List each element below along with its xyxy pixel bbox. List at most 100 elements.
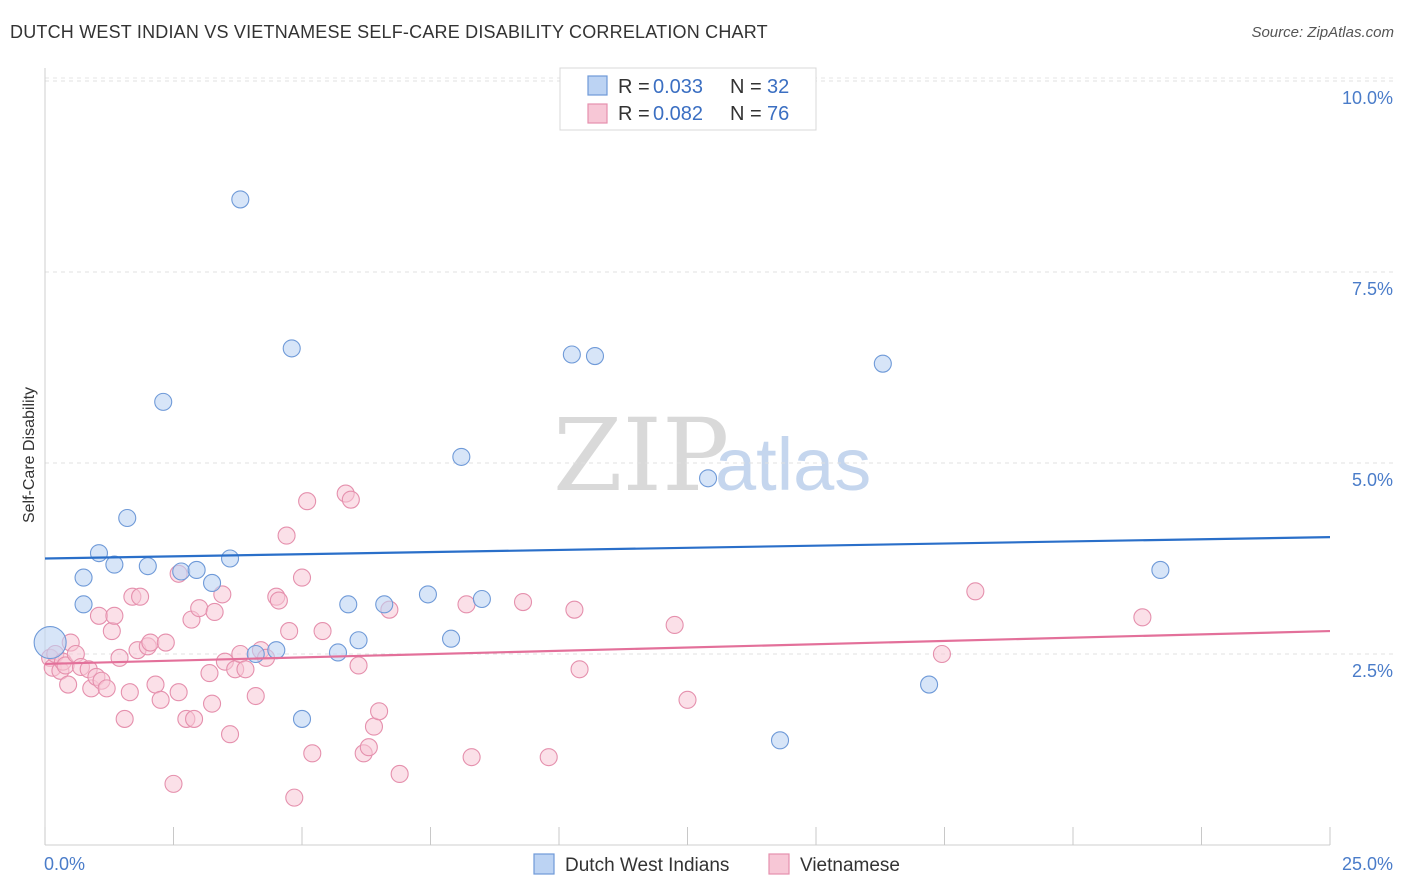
vietnamese-point-28	[156, 633, 175, 652]
dutch-west-indian-point-8	[172, 562, 191, 581]
vietnamese-point-69	[539, 748, 558, 767]
y-tick-label-2-5: 2.5%	[1352, 661, 1393, 681]
dutch-west-indian-point-6	[138, 557, 157, 576]
dutch-west-indian-point-23	[452, 447, 471, 466]
vietnamese-point-73	[678, 690, 697, 709]
vietnamese-point-56	[313, 622, 332, 641]
vietnamese-point-31	[169, 683, 188, 702]
dutch-west-indian-point-26	[585, 346, 605, 366]
vietnamese-point-67	[462, 748, 481, 767]
vietnamese-point-13	[89, 606, 109, 625]
vietnamese-point-63	[370, 702, 389, 721]
y-axis-label: Self-Care Disability	[21, 387, 38, 523]
vietnamese-point-66	[457, 595, 476, 614]
dutch-west-indian-point-18	[339, 595, 358, 614]
vietnamese-point-76	[1133, 608, 1152, 627]
chart-source: Source: ZipAtlas.com	[1251, 24, 1394, 41]
vietnamese-point-6	[59, 675, 78, 694]
dutch-west-indian-point-9	[187, 560, 206, 580]
dutch-west-indian-point-7	[154, 392, 173, 411]
dutch-west-indian-point-5	[118, 508, 137, 528]
watermark-atlas: atlas	[715, 423, 871, 506]
vietnamese-point-74	[932, 644, 951, 664]
vietnamese-point-75	[966, 582, 985, 601]
vietnamese-point-19	[115, 709, 134, 728]
vietnamese-point-58	[341, 490, 360, 509]
vietnamese-point-72	[665, 615, 684, 635]
y-tick-label-5-0: 5.0%	[1352, 470, 1393, 490]
bottom-legend-swatch-blue	[533, 853, 555, 875]
vietnamese-point-50	[277, 526, 296, 545]
vietnamese-point-16	[102, 622, 121, 641]
dutch-west-indian-point-3	[89, 544, 109, 563]
dutch-west-indian-point-17	[328, 643, 348, 662]
dutch-west-indian-point-27	[699, 469, 718, 488]
dutch-west-indian-point-21	[418, 585, 437, 604]
bottom-legend-label-vietnamese: Vietnamese	[800, 855, 900, 876]
dutch-west-indian-point-1	[74, 595, 93, 614]
vietnamese-point-35	[190, 599, 209, 618]
axes	[44, 68, 1331, 846]
vietnamese-point-23	[131, 587, 150, 606]
vietnamese-point-52	[285, 788, 304, 807]
grid	[45, 77, 1393, 655]
watermark-zip: ZIP	[553, 397, 729, 514]
vietnamese-point-41	[220, 725, 240, 744]
dutch-west-indian-point-25	[562, 345, 581, 364]
x-tick-label-min: 0.0%	[44, 854, 85, 874]
vietnamese-point-18	[110, 648, 129, 667]
bottom-legend-swatch-pink	[768, 853, 790, 875]
dutch-west-indian-point-20	[375, 595, 394, 614]
vietnamese-point-59	[349, 656, 368, 675]
dutch-west-indian-point-4	[105, 555, 124, 574]
dutch-west-indian-point-2	[74, 568, 93, 587]
vietnamese-point-39	[213, 585, 232, 604]
vietnamese-trend-line	[44, 629, 1331, 666]
vietnamese-point-29	[164, 774, 183, 793]
dutch-west-indian-point-0	[33, 625, 67, 660]
vietnamese-point-26	[146, 675, 165, 694]
dutch-west-indian-point-12	[231, 190, 250, 209]
vietnamese-points	[41, 484, 1152, 807]
vietnamese-point-25	[141, 633, 160, 652]
dutch-west-indian-point-22	[442, 629, 461, 648]
dutch-west-indian-trend-line	[44, 536, 1331, 560]
vietnamese-point-27	[151, 690, 170, 709]
vietnamese-point-53	[292, 568, 312, 587]
dutch-west-indian-point-28	[770, 731, 790, 750]
x-tick-label-max: 25.0%	[1342, 854, 1393, 874]
bottom-legend-label-dutch: Dutch West Indians	[565, 855, 729, 876]
dutch-west-indian-point-11	[220, 549, 240, 568]
vietnamese-point-51	[280, 622, 299, 641]
dutch-west-indian-point-29	[873, 354, 892, 373]
dutch-west-indian-point-16	[292, 709, 312, 728]
dutch-west-indian-point-15	[282, 339, 301, 358]
vietnamese-point-20	[120, 683, 139, 702]
vietnamese-point-44	[236, 660, 255, 679]
vietnamese-point-65	[390, 764, 409, 783]
vietnamese-point-71	[570, 660, 589, 679]
legend-n-label-1: N =	[730, 76, 762, 98]
dutch-west-indian-point-10	[203, 573, 222, 592]
y-tick-label-7-5: 7.5%	[1352, 279, 1393, 299]
y-tick-label-10-0: 10.0%	[1342, 88, 1393, 108]
legend-swatch-pink	[587, 103, 608, 124]
vietnamese-point-54	[298, 492, 317, 511]
vietnamese-point-45	[246, 686, 265, 706]
trend-lines	[44, 536, 1331, 666]
vietnamese-point-36	[200, 664, 219, 683]
vietnamese-point-15	[97, 679, 116, 698]
legend-n-value-2: 76	[767, 103, 789, 125]
vietnamese-point-17	[105, 606, 124, 625]
vietnamese-point-61	[359, 738, 378, 757]
vietnamese-point-55	[303, 744, 322, 763]
dutch-west-indian-point-13	[246, 644, 265, 664]
dutch-west-indian-point-31	[1151, 560, 1170, 580]
vietnamese-point-68	[513, 592, 533, 612]
legend-r-label-2: R =	[618, 103, 650, 125]
vietnamese-point-62	[364, 717, 384, 736]
series-legend: Dutch West Indians Vietnamese	[533, 853, 900, 876]
legend-r-label-1: R =	[618, 76, 650, 98]
dutch-west-indian-point-30	[920, 675, 939, 694]
